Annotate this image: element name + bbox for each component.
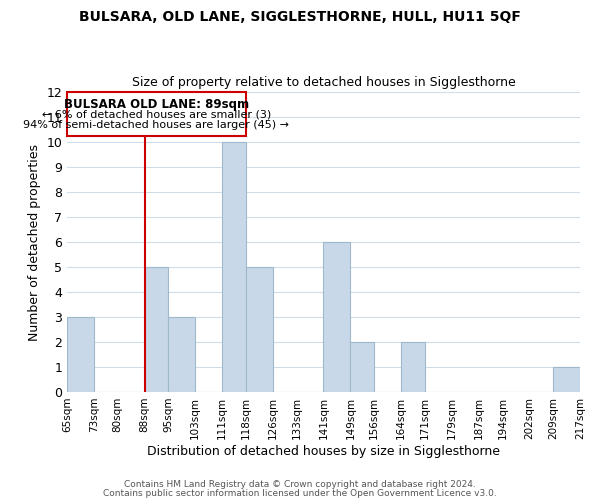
- X-axis label: Distribution of detached houses by size in Sigglesthorne: Distribution of detached houses by size …: [147, 444, 500, 458]
- Text: BULSARA OLD LANE: 89sqm: BULSARA OLD LANE: 89sqm: [64, 98, 249, 110]
- Y-axis label: Number of detached properties: Number of detached properties: [28, 144, 41, 340]
- Text: 94% of semi-detached houses are larger (45) →: 94% of semi-detached houses are larger (…: [23, 120, 289, 130]
- Text: Contains HM Land Registry data © Crown copyright and database right 2024.: Contains HM Land Registry data © Crown c…: [124, 480, 476, 489]
- Bar: [168, 317, 195, 392]
- Bar: [145, 267, 168, 392]
- Bar: [350, 342, 374, 392]
- Text: ← 6% of detached houses are smaller (3): ← 6% of detached houses are smaller (3): [42, 109, 271, 119]
- Bar: [553, 367, 580, 392]
- Bar: [246, 267, 273, 392]
- Bar: [67, 317, 94, 392]
- FancyBboxPatch shape: [67, 92, 246, 136]
- Title: Size of property relative to detached houses in Sigglesthorne: Size of property relative to detached ho…: [131, 76, 515, 90]
- Bar: [323, 242, 350, 392]
- Bar: [222, 142, 246, 392]
- Bar: [401, 342, 425, 392]
- Text: Contains public sector information licensed under the Open Government Licence v3: Contains public sector information licen…: [103, 490, 497, 498]
- Text: BULSARA, OLD LANE, SIGGLESTHORNE, HULL, HU11 5QF: BULSARA, OLD LANE, SIGGLESTHORNE, HULL, …: [79, 10, 521, 24]
